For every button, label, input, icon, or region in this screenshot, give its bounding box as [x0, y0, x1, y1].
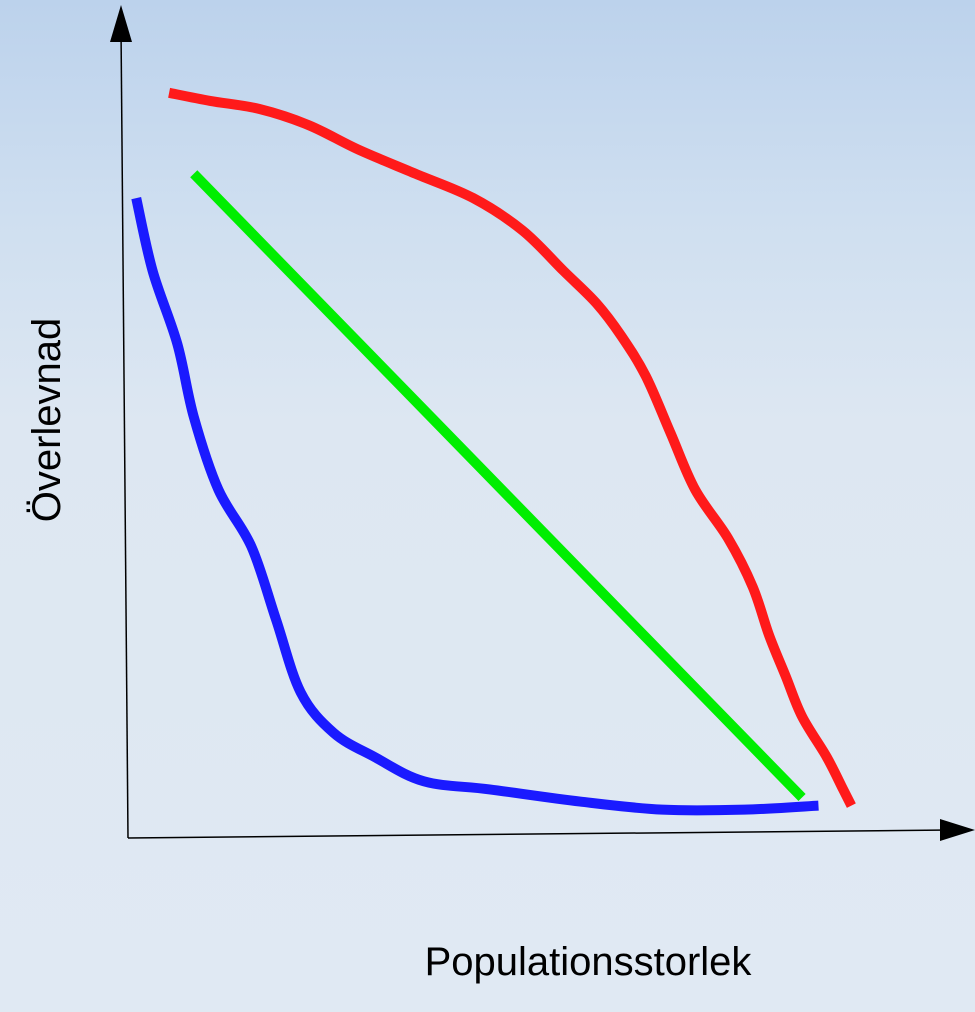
- x-axis-label: Populationsstorlek: [425, 940, 753, 984]
- y-axis-label: Överlevnad: [25, 318, 69, 523]
- x-axis: [127, 829, 951, 839]
- series-line-2: [131, 197, 819, 816]
- y-axis-arrow: [110, 5, 132, 42]
- plot-area: [131, 87, 856, 816]
- y-axis: [120, 27, 129, 839]
- x-axis-arrow: [940, 819, 975, 841]
- series-line-0: [168, 87, 856, 808]
- series-line-1: [190, 170, 806, 801]
